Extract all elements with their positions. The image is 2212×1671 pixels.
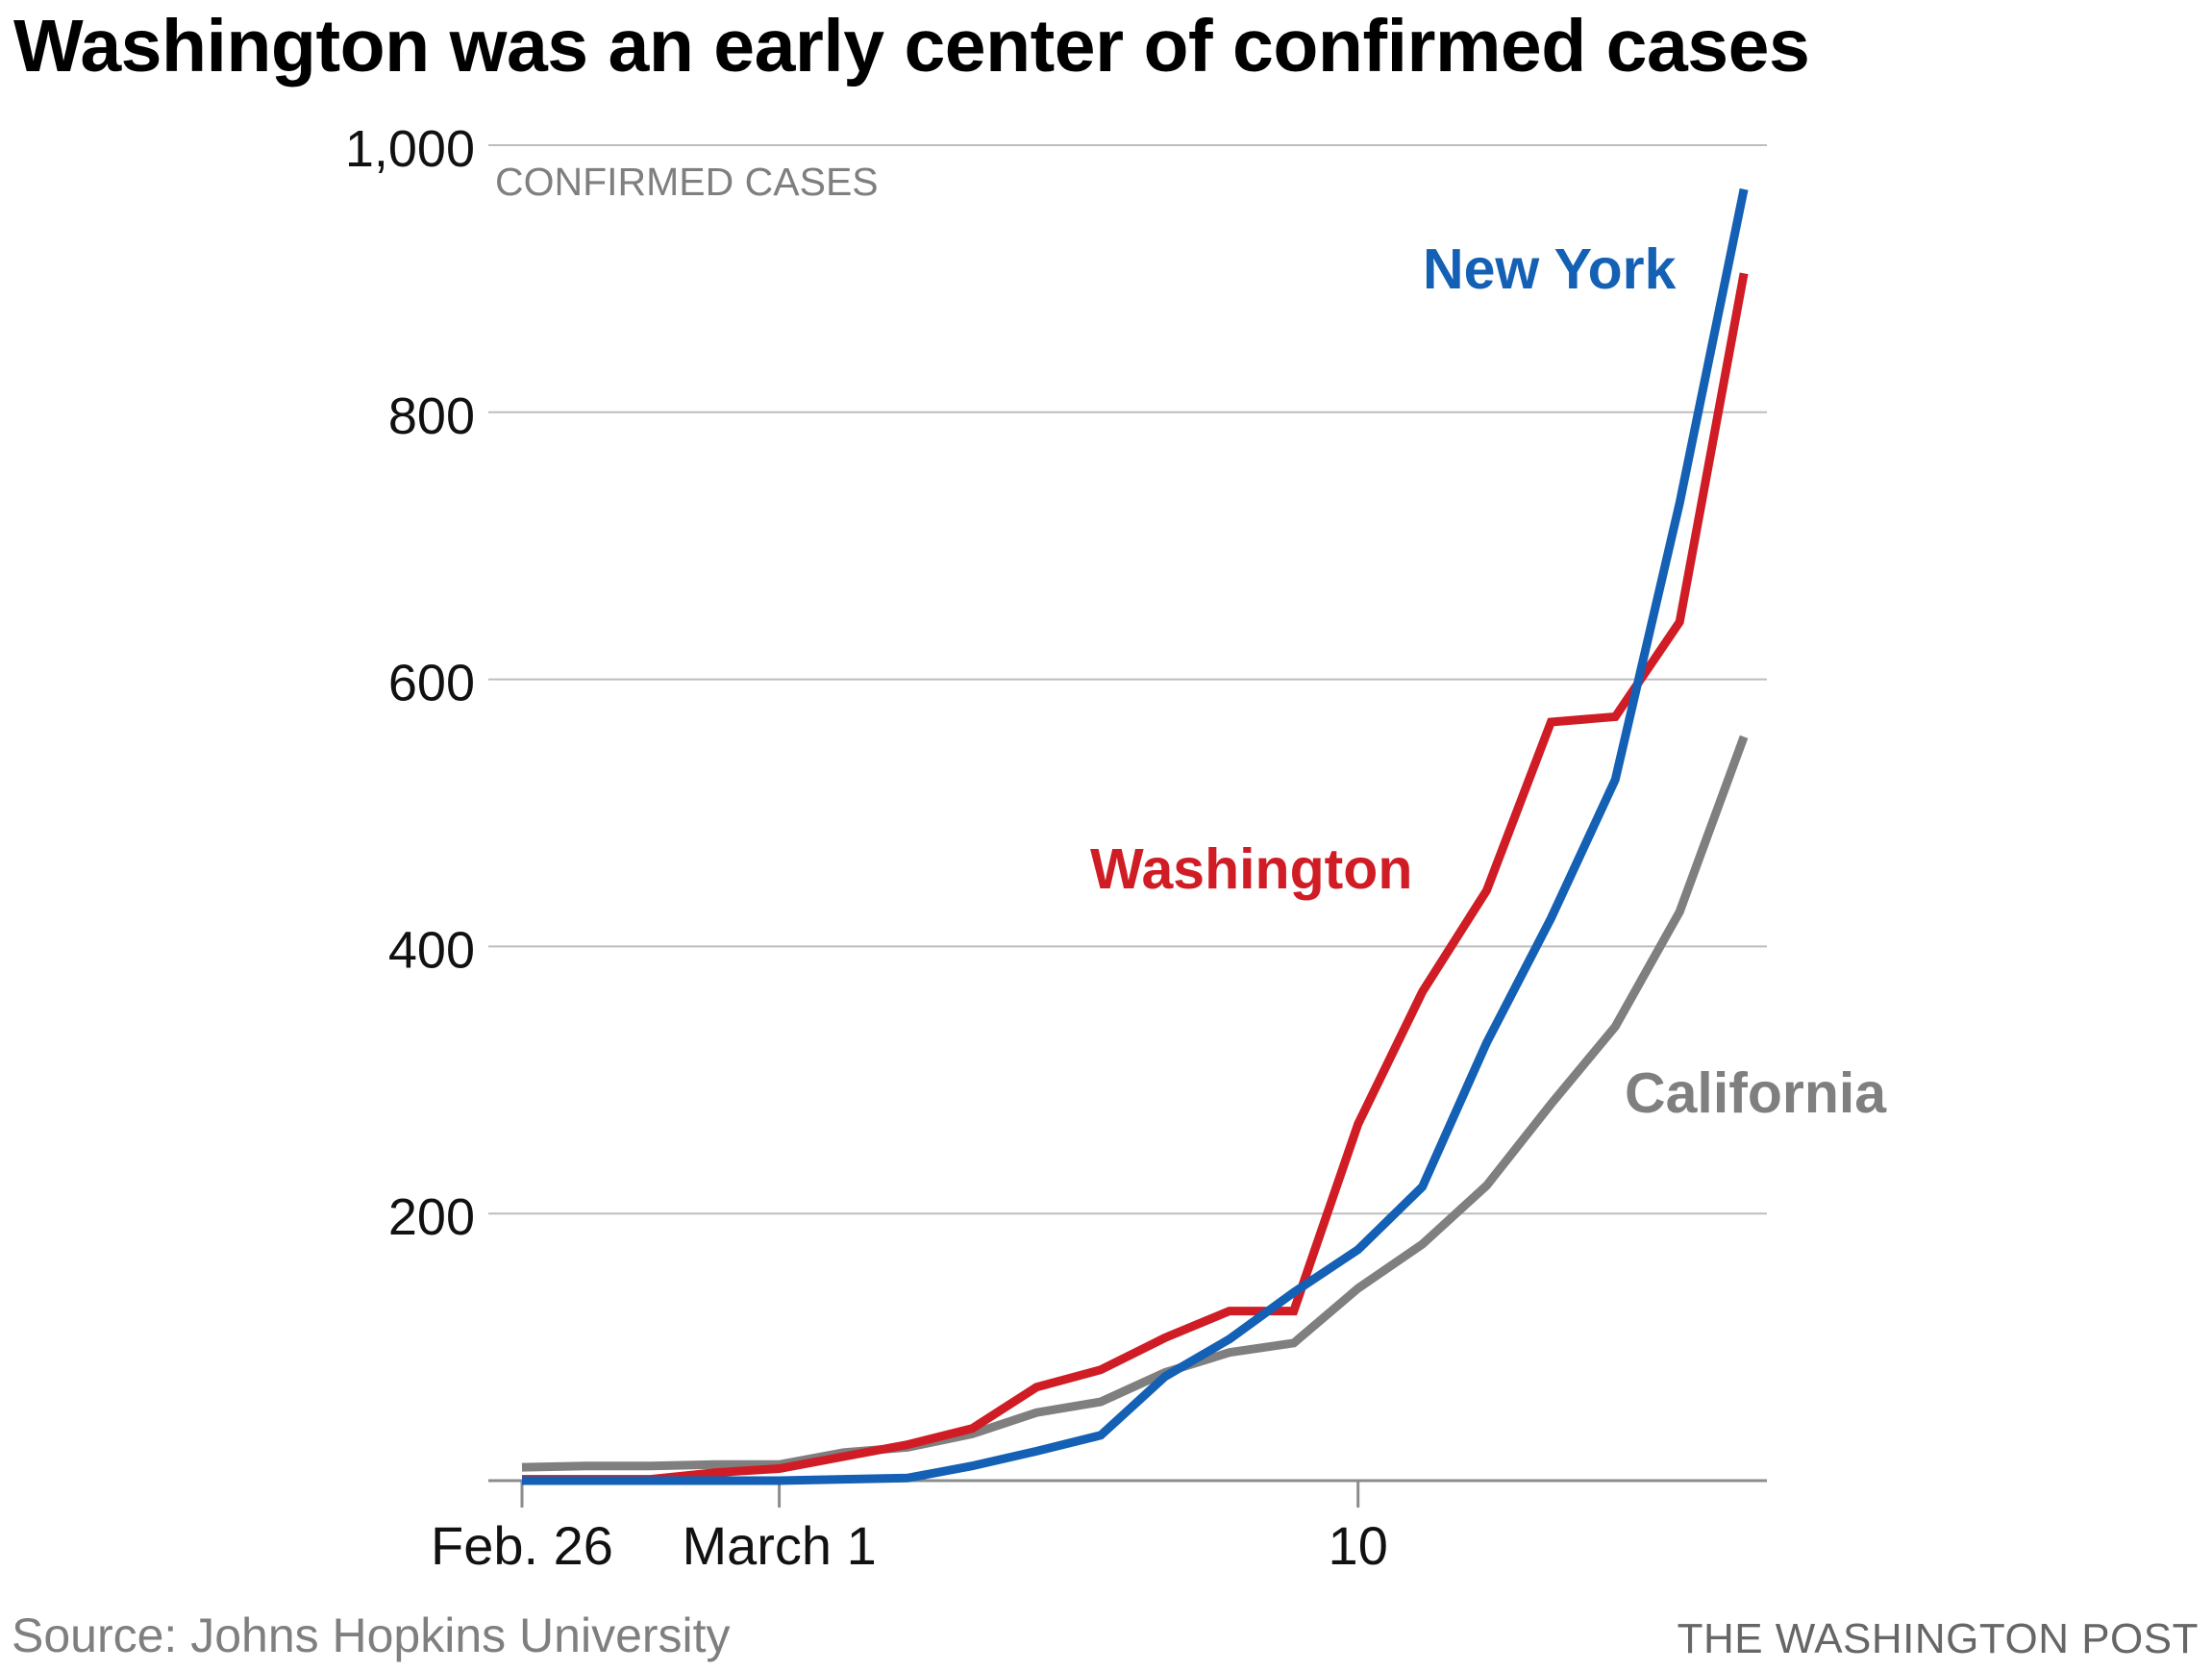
series-line-california [521,735,1749,1472]
chart-title: Washington was an early center of confir… [13,5,1810,87]
y-tick-label: 600 [388,655,475,712]
gridlines [488,144,1767,1215]
y-axis: 200 400 600 800 1,000 [345,120,475,1246]
series-lines [521,187,1749,1485]
y-tick-label: 400 [388,921,475,979]
source-note: Source: Johns Hopkins University [12,1609,731,1662]
series-line-washington [522,272,1749,1484]
x-tick-label: Feb. 26 [431,1515,613,1576]
x-tick-label: 10 [1329,1515,1388,1576]
y-axis-label: CONFIRMED CASES [495,160,879,204]
x-axis: Feb. 26 March 1 10 [431,1479,1767,1576]
y-tick-label: 1,000 [345,120,475,178]
x-tick-label: March 1 [682,1515,876,1576]
series-line-new-york [522,187,1749,1485]
y-tick-label: 800 [388,387,475,445]
publisher-credit: THE WASHINGTON POST [1677,1615,2199,1662]
y-tick-label: 200 [388,1188,475,1246]
series-label-washington: Washington [1090,837,1412,901]
series-labels: Washington New York California [1090,237,1887,1125]
series-label-california: California [1625,1061,1887,1125]
series-label-new-york: New York [1423,237,1677,301]
